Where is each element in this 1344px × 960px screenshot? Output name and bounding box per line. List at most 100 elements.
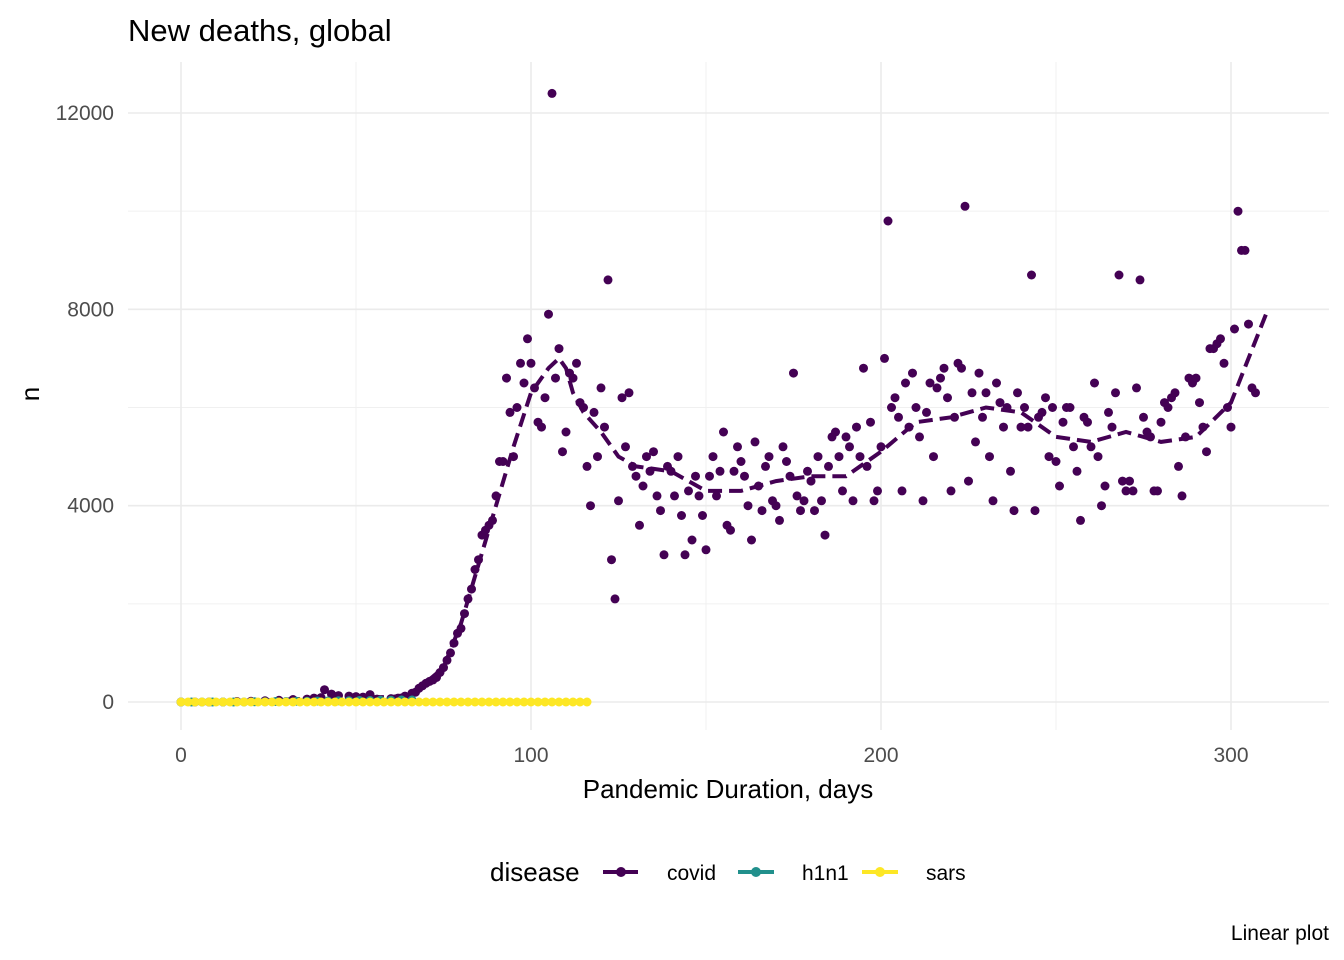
covid-point bbox=[551, 373, 560, 383]
covid-point bbox=[659, 550, 669, 560]
sars-point bbox=[505, 697, 515, 707]
covid-point bbox=[1097, 501, 1106, 511]
covid-point bbox=[950, 412, 959, 422]
covid-point bbox=[1055, 481, 1064, 491]
sars-point bbox=[547, 697, 557, 707]
sars-point bbox=[211, 697, 221, 707]
covid-point bbox=[1100, 481, 1110, 491]
covid-point bbox=[593, 452, 602, 462]
covid-point bbox=[715, 466, 725, 476]
covid-point bbox=[1125, 476, 1134, 486]
covid-point bbox=[1002, 403, 1012, 412]
covid-point bbox=[740, 471, 749, 481]
covid-point bbox=[1009, 506, 1019, 516]
covid-point bbox=[729, 466, 739, 476]
covid-point bbox=[635, 520, 644, 530]
covid-point bbox=[708, 452, 718, 462]
covid-point bbox=[670, 491, 679, 501]
sars-point bbox=[309, 697, 319, 707]
covid-point bbox=[645, 466, 655, 476]
covid-point bbox=[698, 511, 707, 520]
covid-point bbox=[985, 452, 994, 462]
x-axis-ticks: 0 100 200 300 bbox=[175, 744, 1248, 767]
sars-point bbox=[344, 697, 354, 707]
sars-point bbox=[204, 697, 214, 707]
sars-point bbox=[526, 697, 536, 707]
covid-point bbox=[995, 398, 1005, 408]
covid-point bbox=[705, 471, 714, 481]
covid-point bbox=[516, 358, 525, 368]
covid-point bbox=[512, 403, 522, 412]
covid-point bbox=[617, 393, 627, 403]
covid-point bbox=[866, 417, 875, 427]
sars-point bbox=[449, 697, 459, 707]
covid-point bbox=[946, 486, 956, 496]
covid-point bbox=[449, 638, 459, 648]
covid-point bbox=[820, 530, 830, 540]
covid-point bbox=[1051, 457, 1061, 466]
covid-point bbox=[1174, 461, 1183, 471]
sars-point bbox=[435, 697, 445, 707]
y-tick-label: 12000 bbox=[56, 102, 114, 125]
covid-point bbox=[757, 506, 767, 516]
covid-point bbox=[992, 378, 1001, 388]
covid-point bbox=[1230, 324, 1239, 334]
covid-point bbox=[855, 452, 865, 462]
covid-point bbox=[439, 663, 448, 673]
covid-point bbox=[572, 358, 581, 368]
sars-point bbox=[512, 697, 522, 707]
covid-point bbox=[1114, 270, 1124, 280]
covid-point bbox=[901, 378, 910, 388]
covid-point bbox=[638, 481, 648, 491]
covid-point bbox=[1107, 422, 1117, 432]
covid-point bbox=[530, 383, 539, 393]
covid-point bbox=[596, 383, 606, 393]
covid-point bbox=[694, 491, 704, 501]
covid-point bbox=[887, 403, 896, 412]
sars-point bbox=[176, 697, 186, 707]
covid-point bbox=[586, 501, 595, 511]
covid-point bbox=[904, 422, 914, 432]
covid-point bbox=[540, 393, 550, 403]
covid-point bbox=[1146, 432, 1155, 442]
covid-point bbox=[799, 496, 809, 506]
covid-point bbox=[498, 457, 508, 466]
covid-point bbox=[607, 555, 616, 565]
covid-point bbox=[747, 535, 756, 545]
covid-point bbox=[1041, 393, 1050, 403]
legend-label-sars: sars bbox=[926, 862, 966, 885]
covid-point bbox=[610, 594, 620, 604]
sars-point bbox=[358, 697, 368, 707]
sars-point bbox=[477, 697, 487, 707]
covid-point bbox=[1013, 388, 1022, 398]
points-group bbox=[176, 88, 1260, 707]
covid-point bbox=[691, 471, 700, 481]
sars-point bbox=[456, 697, 466, 707]
sars-point bbox=[386, 697, 396, 707]
covid-point bbox=[631, 471, 641, 481]
covid-point bbox=[509, 452, 518, 462]
covid-point bbox=[981, 388, 991, 398]
covid-point bbox=[897, 486, 907, 496]
legend: disease covid h1n1 sars bbox=[490, 857, 966, 887]
sars-point bbox=[253, 697, 263, 707]
sars-point bbox=[533, 697, 543, 707]
sars-point bbox=[246, 697, 256, 707]
covid-point bbox=[1111, 388, 1120, 398]
covid-point bbox=[701, 545, 711, 555]
covid-point bbox=[817, 496, 826, 506]
covid-point bbox=[775, 515, 784, 525]
covid-point bbox=[547, 88, 557, 98]
sars-point bbox=[302, 697, 312, 707]
covid-point bbox=[1020, 403, 1029, 412]
covid-point bbox=[925, 378, 935, 388]
covid-point bbox=[1132, 383, 1141, 393]
covid-point bbox=[621, 442, 630, 452]
covid-point bbox=[754, 481, 763, 491]
covid-point bbox=[859, 363, 868, 373]
y-axis-ticks: 0 4000 8000 12000 bbox=[56, 102, 114, 714]
covid-point bbox=[834, 452, 844, 462]
covid-point bbox=[719, 427, 728, 437]
covid-point bbox=[614, 496, 623, 506]
